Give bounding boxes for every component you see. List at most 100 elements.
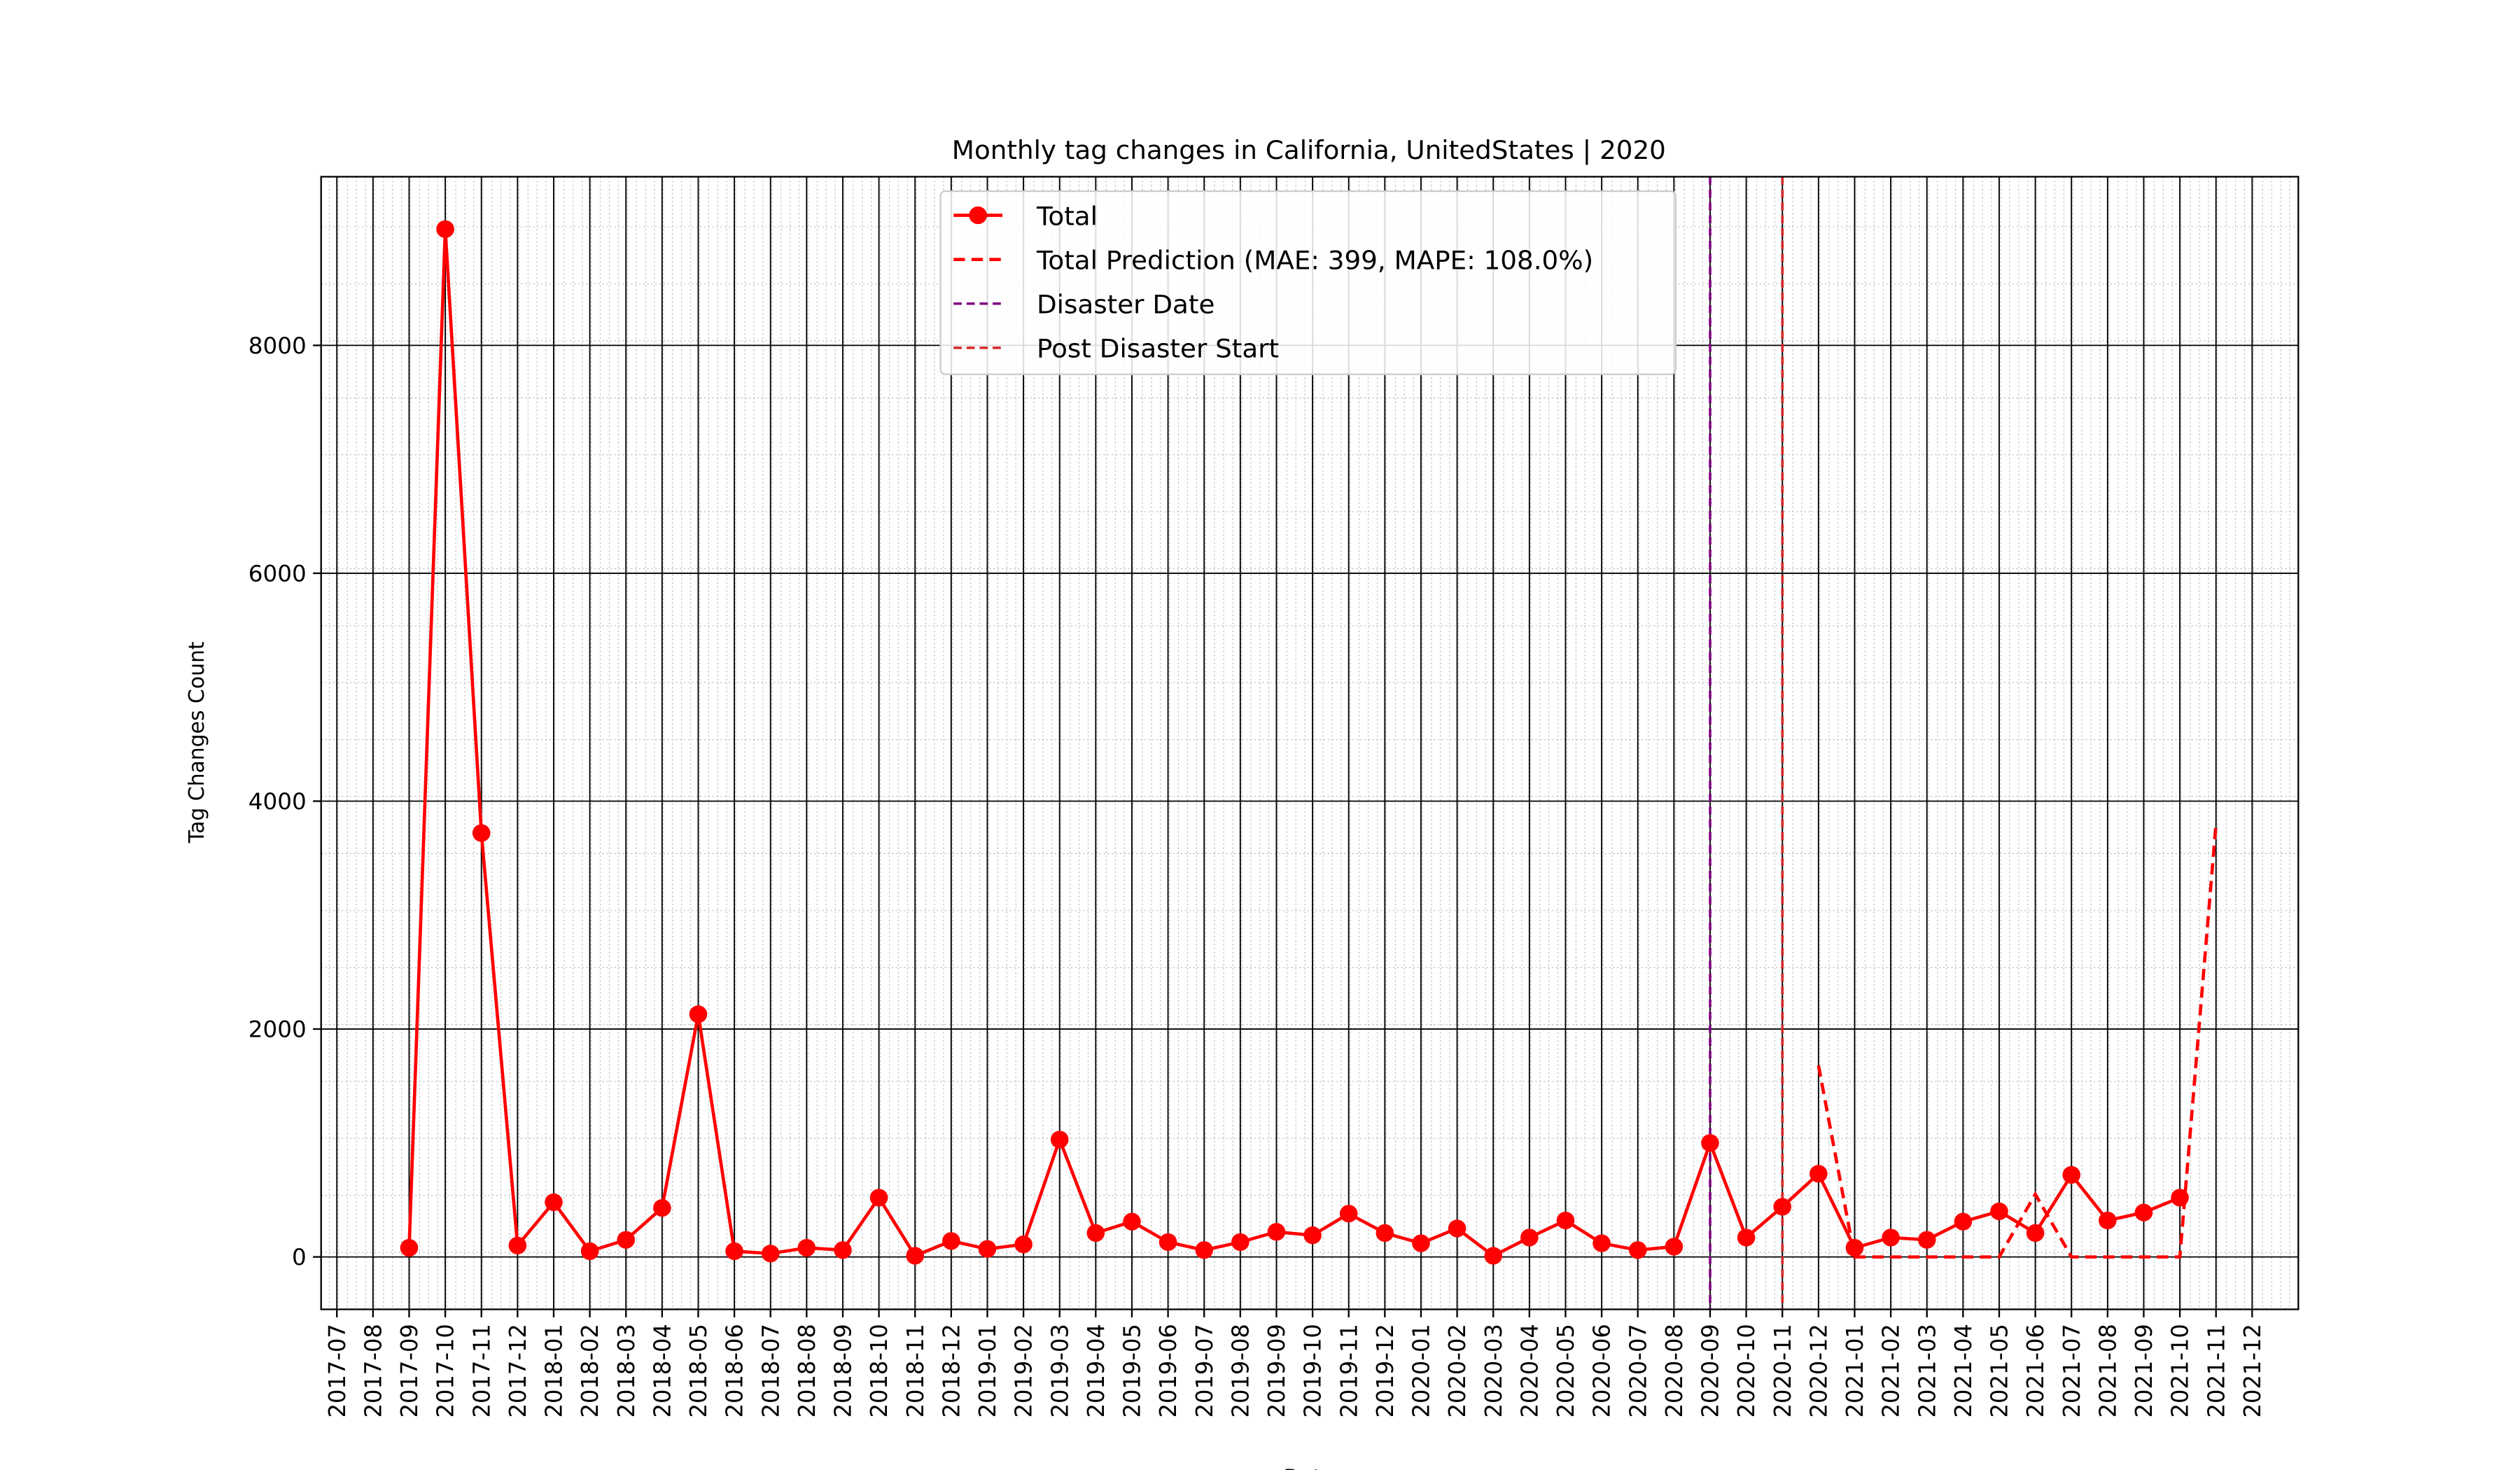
point: [689, 1005, 708, 1023]
point: [1376, 1224, 1394, 1242]
x-tick-label: 2021-08: [2094, 1324, 2121, 1418]
legend: Total Total Prediction (MAE: 399, MAPE: 1…: [939, 190, 1676, 375]
point: [1628, 1241, 1647, 1259]
y-tick-label: 6000: [248, 561, 307, 587]
x-tick-label: 2019-03: [1046, 1324, 1073, 1418]
point: [1303, 1226, 1322, 1245]
x-tick-label: 2020-05: [1553, 1324, 1579, 1418]
legend-label: Post Disaster Start: [1037, 334, 1279, 364]
point: [1773, 1198, 1792, 1216]
x-tick-label: 2020-06: [1589, 1324, 1616, 1418]
x-tick-label: 2017-07: [324, 1324, 351, 1418]
x-tick-label: 2017-10: [433, 1324, 459, 1418]
point: [1158, 1233, 1177, 1252]
x-tick-label: 2021-12: [2239, 1324, 2266, 1418]
x-tick-label: 2020-09: [1697, 1324, 1723, 1418]
point: [617, 1231, 636, 1249]
point: [942, 1232, 960, 1250]
chart-title: Monthly tag changes in California, Unite…: [952, 135, 1666, 166]
point: [1412, 1234, 1430, 1252]
x-tick-label: 2021-02: [1878, 1324, 1905, 1418]
x-tick-label: 2018-05: [685, 1324, 712, 1418]
point: [400, 1238, 419, 1257]
x-tick-label: 2019-12: [1372, 1324, 1399, 1418]
x-tick-label: 2021-03: [1914, 1324, 1940, 1418]
x-tick-label: 2019-09: [1264, 1324, 1290, 1418]
y-tick-label: 8000: [248, 332, 307, 359]
point: [725, 1242, 743, 1261]
point: [1990, 1202, 2008, 1221]
x-axis-label: Date: [1284, 1466, 1334, 1470]
y-tick-label: 0: [292, 1244, 307, 1270]
legend-label: Total: [1036, 202, 1098, 232]
x-tick-label: 2020-07: [1625, 1324, 1651, 1418]
x-tick-label: 2020-08: [1661, 1324, 1688, 1418]
plot-frame: [320, 176, 2300, 1310]
x-tick-label: 2017-12: [505, 1324, 531, 1418]
y-axis-label: Tag Changes Count: [185, 641, 209, 844]
point: [508, 1236, 527, 1254]
point: [1123, 1212, 1141, 1231]
x-tick-label: 2020-12: [1805, 1324, 1832, 1418]
legend-label: Total Prediction (MAE: 399, MAPE: 108.0%…: [1036, 246, 1593, 276]
x-tick-label: 2018-10: [866, 1324, 892, 1418]
point: [2134, 1203, 2153, 1222]
point: [1809, 1165, 1828, 1183]
point: [1917, 1231, 1936, 1249]
x-tick-label: 2018-09: [830, 1324, 856, 1418]
x-tick-label: 2019-11: [1336, 1324, 1362, 1418]
series-line: [1816, 823, 2218, 1259]
point: [1701, 1134, 1719, 1152]
point: [2099, 1211, 2117, 1230]
x-tick-label: 2018-12: [938, 1324, 965, 1418]
point: [1050, 1130, 1069, 1149]
point: [1448, 1219, 1466, 1238]
y-tick-label: 4000: [248, 788, 307, 815]
x-tick-label: 2018-02: [577, 1324, 603, 1418]
point: [1592, 1234, 1611, 1252]
x-tick-label: 2021-10: [2167, 1324, 2194, 1418]
x-tick-label: 2019-08: [1227, 1324, 1254, 1418]
point: [1737, 1228, 1756, 1247]
point: [436, 220, 454, 238]
point: [1339, 1205, 1358, 1223]
point: [472, 824, 491, 842]
point: [978, 1240, 997, 1258]
x-tick-label: 2018-03: [613, 1324, 640, 1418]
x-tick-label: 2020-11: [1770, 1324, 1796, 1418]
point: [797, 1238, 816, 1257]
x-tick-label: 2018-08: [794, 1324, 820, 1418]
point: [1954, 1212, 1973, 1231]
x-tick-label: 2017-11: [468, 1324, 495, 1418]
legend-label: Disaster Date: [1037, 290, 1214, 320]
legend-marker: [969, 206, 987, 225]
x-tick-label: 2020-10: [1733, 1324, 1760, 1418]
point: [1845, 1238, 1864, 1257]
point: [1014, 1236, 1032, 1254]
x-tick-label: 2019-01: [974, 1324, 1001, 1418]
x-tick-label: 2020-03: [1480, 1324, 1507, 1418]
x-tick-label: 2019-06: [1155, 1324, 1182, 1418]
x-tick-label: 2021-11: [2203, 1324, 2230, 1418]
x-tick-label: 2021-09: [2131, 1324, 2157, 1418]
x-tick-label: 2018-07: [757, 1324, 784, 1418]
x-tick-label: 2018-01: [540, 1324, 567, 1418]
x-tick-label: 2018-06: [722, 1324, 748, 1418]
x-tick-label: 2019-07: [1191, 1324, 1218, 1418]
point: [1882, 1228, 1900, 1247]
point: [1484, 1247, 1503, 1265]
x-tick-label: 2020-01: [1408, 1324, 1434, 1418]
point: [761, 1245, 780, 1263]
point: [869, 1189, 888, 1207]
point: [1231, 1233, 1250, 1252]
point: [2062, 1166, 2081, 1184]
x-tick-label: 2021-07: [2059, 1324, 2085, 1418]
x-tick-label: 2021-04: [1950, 1324, 1977, 1418]
point: [653, 1198, 671, 1217]
point: [1086, 1224, 1105, 1242]
point: [1520, 1228, 1539, 1247]
x-tick-label: 2021-01: [1842, 1324, 1868, 1418]
point: [545, 1193, 563, 1212]
